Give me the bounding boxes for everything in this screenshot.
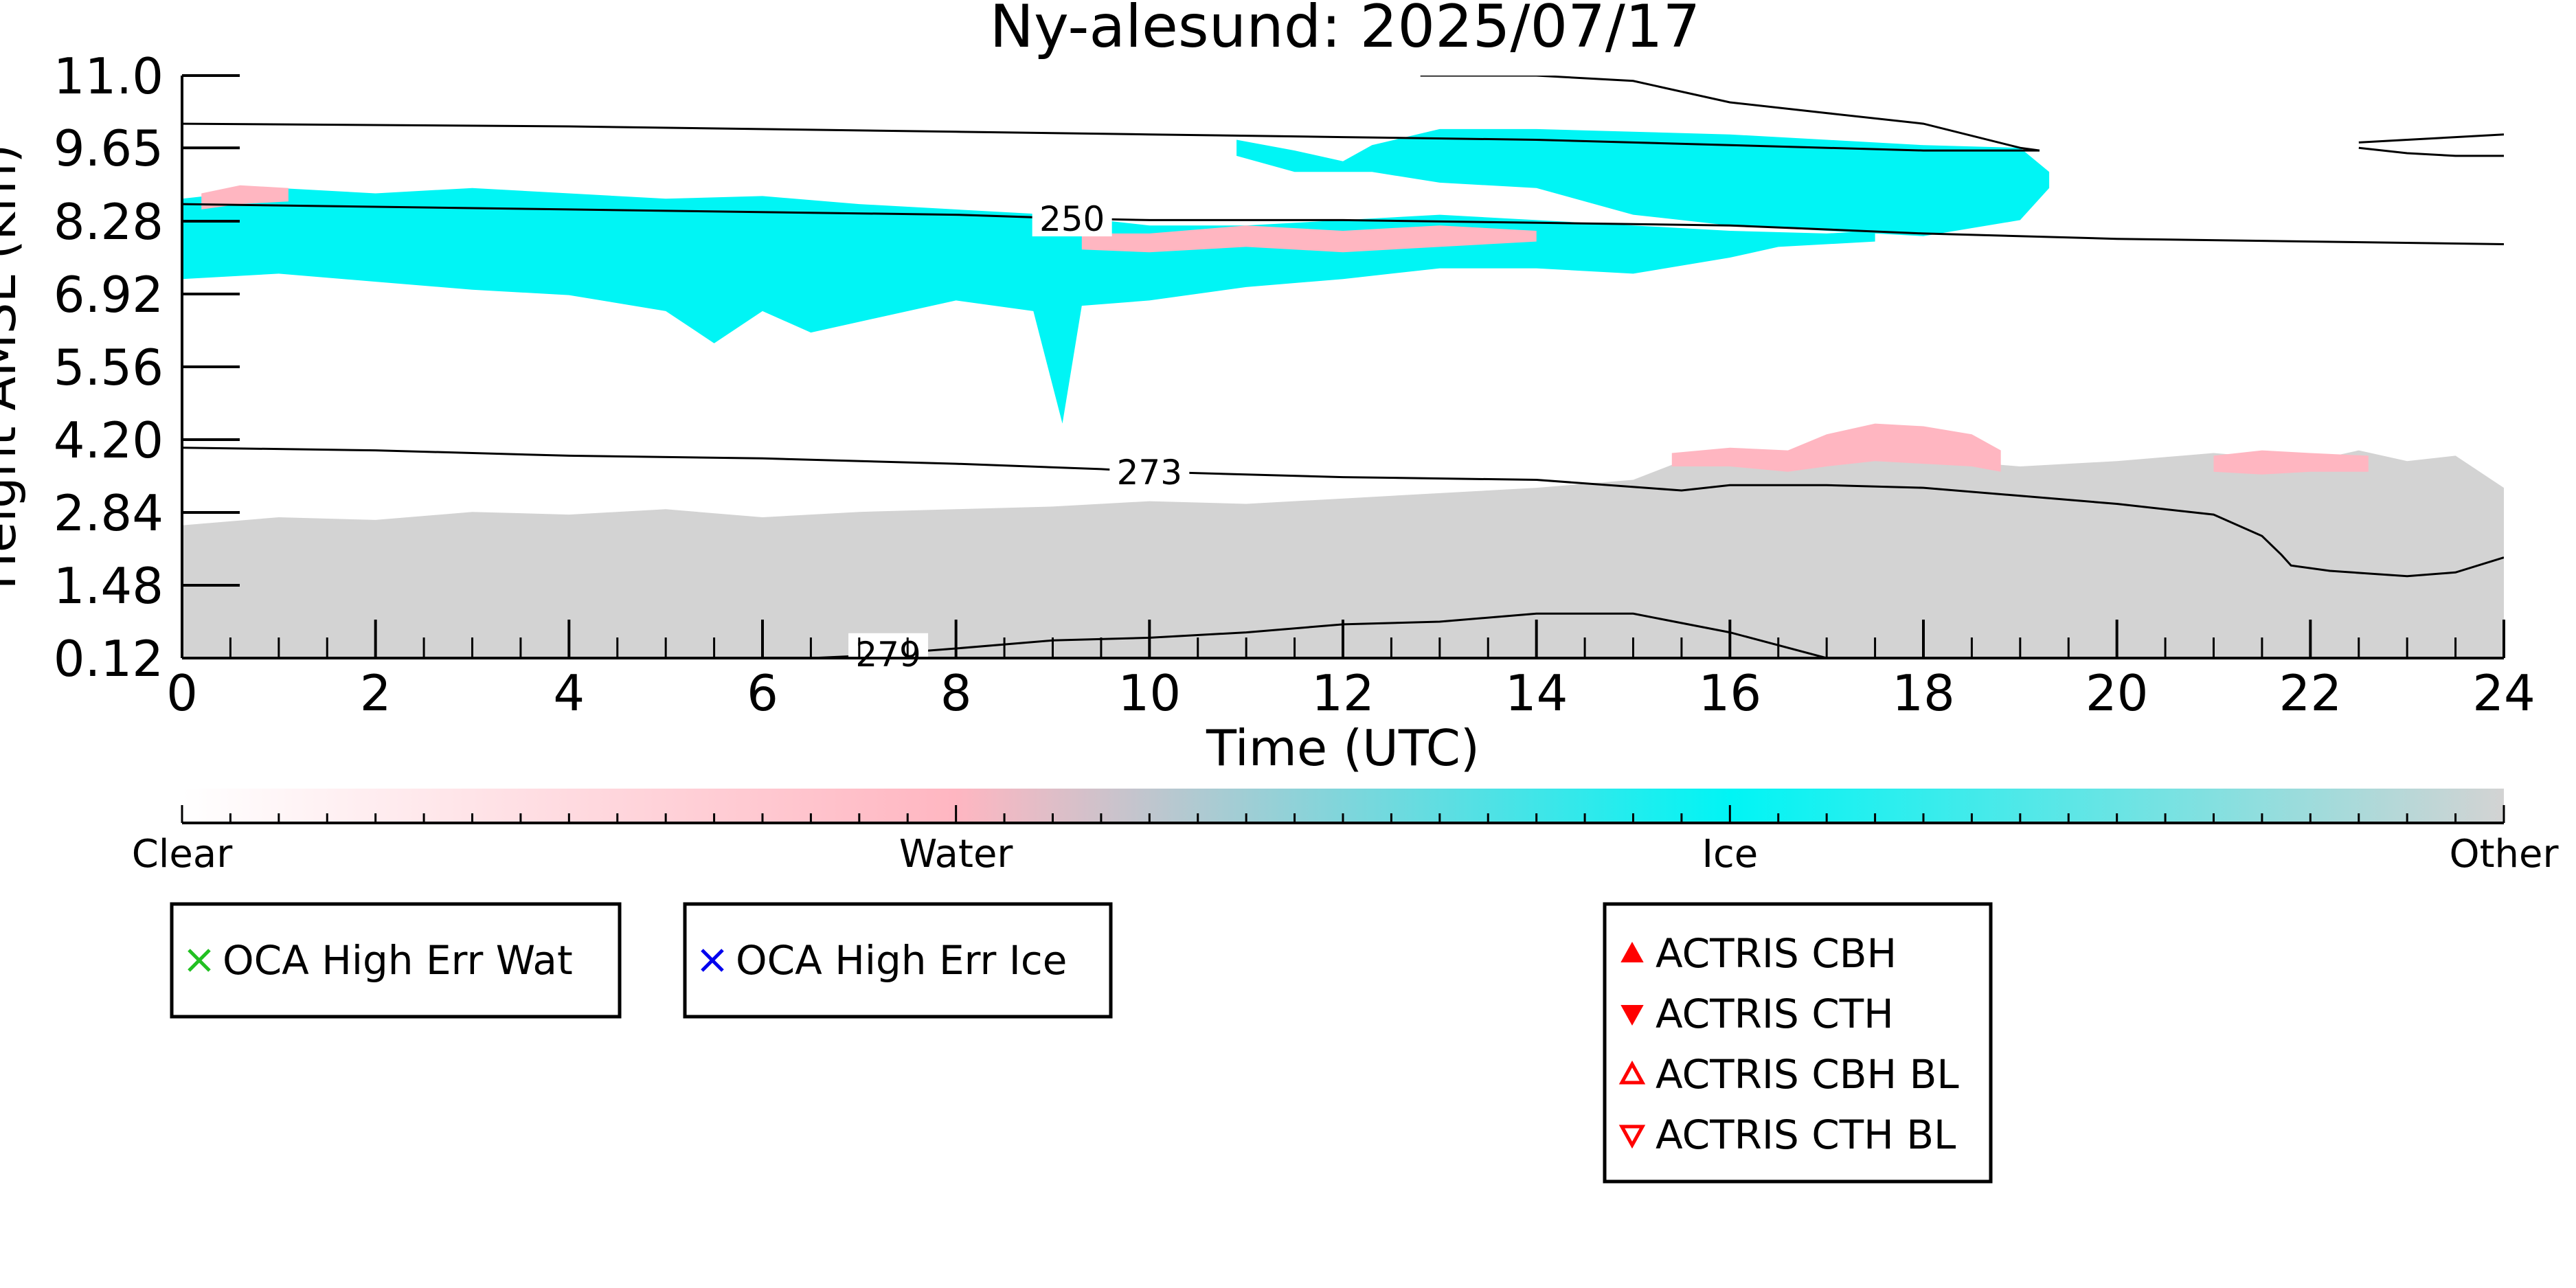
- x-tick-label: 24: [2472, 664, 2535, 722]
- contour-labels: 250 273 279: [848, 198, 1190, 675]
- temperature-contours: [182, 76, 2504, 658]
- x-tick-label: 12: [1311, 664, 1375, 722]
- region-water-4: [1081, 225, 1537, 253]
- legend-frame: [170, 902, 622, 1019]
- contour-line-3: [2358, 133, 2504, 144]
- plot-axes: 0 2 4 6 8 10 12 14 16 18 20 22 240.121.482.844.205.5…: [54, 47, 2535, 722]
- contour-line-5: [182, 447, 2504, 578]
- contour-line-1: [182, 203, 2504, 245]
- y-tick-label: 4.20: [54, 411, 163, 469]
- x-tick-label: 18: [1892, 664, 1955, 722]
- y-tick-label: 9.65: [54, 120, 163, 177]
- x-marker-icon: [701, 949, 724, 972]
- x-marker-icon: [188, 949, 211, 972]
- x-axis-label: Time (UTC): [1206, 719, 1480, 777]
- legend-box-2: ACTRIS CBH ACTRIS CTH ACTRIS CBH BL ACTRIS …: [1603, 902, 1993, 1184]
- colorbar-class-label: Other: [2449, 832, 2559, 877]
- contour-line-2: [1420, 76, 2040, 152]
- y-tick-label: 11.0: [54, 47, 163, 105]
- contour-line-4: [2358, 146, 2504, 157]
- x-tick-label: 16: [1699, 664, 1762, 722]
- chart-title: Ny-alesund: 2025/07/17: [990, 0, 1701, 61]
- legend-box-0: OCA High Err Wat: [170, 902, 622, 1019]
- contour-label: 250: [1039, 199, 1105, 239]
- contour-label: 273: [1117, 453, 1182, 493]
- legend-label: ACTRIS CBH: [1656, 930, 1897, 977]
- triangle-down-icon: [1618, 1125, 1646, 1149]
- y-tick-label: 0.12: [54, 630, 163, 688]
- triangle-down-icon: [1620, 1005, 1644, 1026]
- legend-label: OCA High Err Ice: [736, 937, 1067, 984]
- x-tick-label: 6: [747, 664, 778, 722]
- x-tick-label: 14: [1505, 664, 1568, 722]
- y-tick-label: 2.84: [54, 484, 163, 542]
- legend-box-1: OCA High Err Ice: [683, 902, 1113, 1019]
- y-tick-label: 1.48: [54, 557, 163, 615]
- y-axis-label: Height AMSL (km): [0, 144, 27, 590]
- region-water-6: [2213, 450, 2369, 475]
- colorbar-class-label: Ice: [1702, 832, 1758, 877]
- x-tick-label: 4: [553, 664, 585, 722]
- classification-regions: [182, 128, 2504, 658]
- region-ice-2: [1236, 128, 2050, 236]
- legend-frame: [683, 902, 1113, 1019]
- region-ice-1: [182, 188, 1875, 424]
- x-tick-label: 8: [940, 664, 972, 722]
- x-tick-label: 2: [360, 664, 392, 722]
- colorbar-class-label: Water: [899, 832, 1014, 877]
- y-tick-label: 8.28: [54, 193, 163, 251]
- x-tick-label: 22: [2279, 664, 2342, 722]
- x-tick-label: 0: [166, 664, 198, 722]
- region-water-5: [1671, 423, 2001, 472]
- region-other-0: [182, 450, 2504, 658]
- y-tick-label: 6.92: [54, 266, 163, 324]
- legend-label: ACTRIS CTH BL: [1656, 1111, 1956, 1158]
- colorbar-class-label: Clear: [132, 832, 233, 877]
- marker-legends: OCA High Err Wat OCA High Err Ice ACTRIS C…: [170, 902, 1993, 1184]
- classification-colorbar: Clear Water Ice Other: [132, 789, 2559, 877]
- legend-label: OCA High Err Wat: [223, 937, 573, 984]
- contour-line-6: [811, 612, 1827, 658]
- triangle-up-icon: [1618, 1060, 1646, 1085]
- y-tick-label: 5.56: [54, 339, 163, 396]
- x-tick-label: 20: [2086, 664, 2149, 722]
- contour-label-bg: [848, 633, 929, 672]
- legend-label: ACTRIS CTH: [1656, 991, 1894, 1037]
- contour-label-bg: [1109, 451, 1190, 490]
- triangle-up-icon: [1620, 941, 1644, 962]
- x-tick-label: 10: [1118, 664, 1182, 722]
- legend-label: ACTRIS CBH BL: [1656, 1051, 1959, 1098]
- contour-label: 279: [855, 635, 920, 675]
- region-water-3: [201, 185, 289, 210]
- legend-frame: [1603, 902, 1993, 1184]
- contour-line-0: [182, 122, 2040, 152]
- contour-label-bg: [1032, 198, 1112, 237]
